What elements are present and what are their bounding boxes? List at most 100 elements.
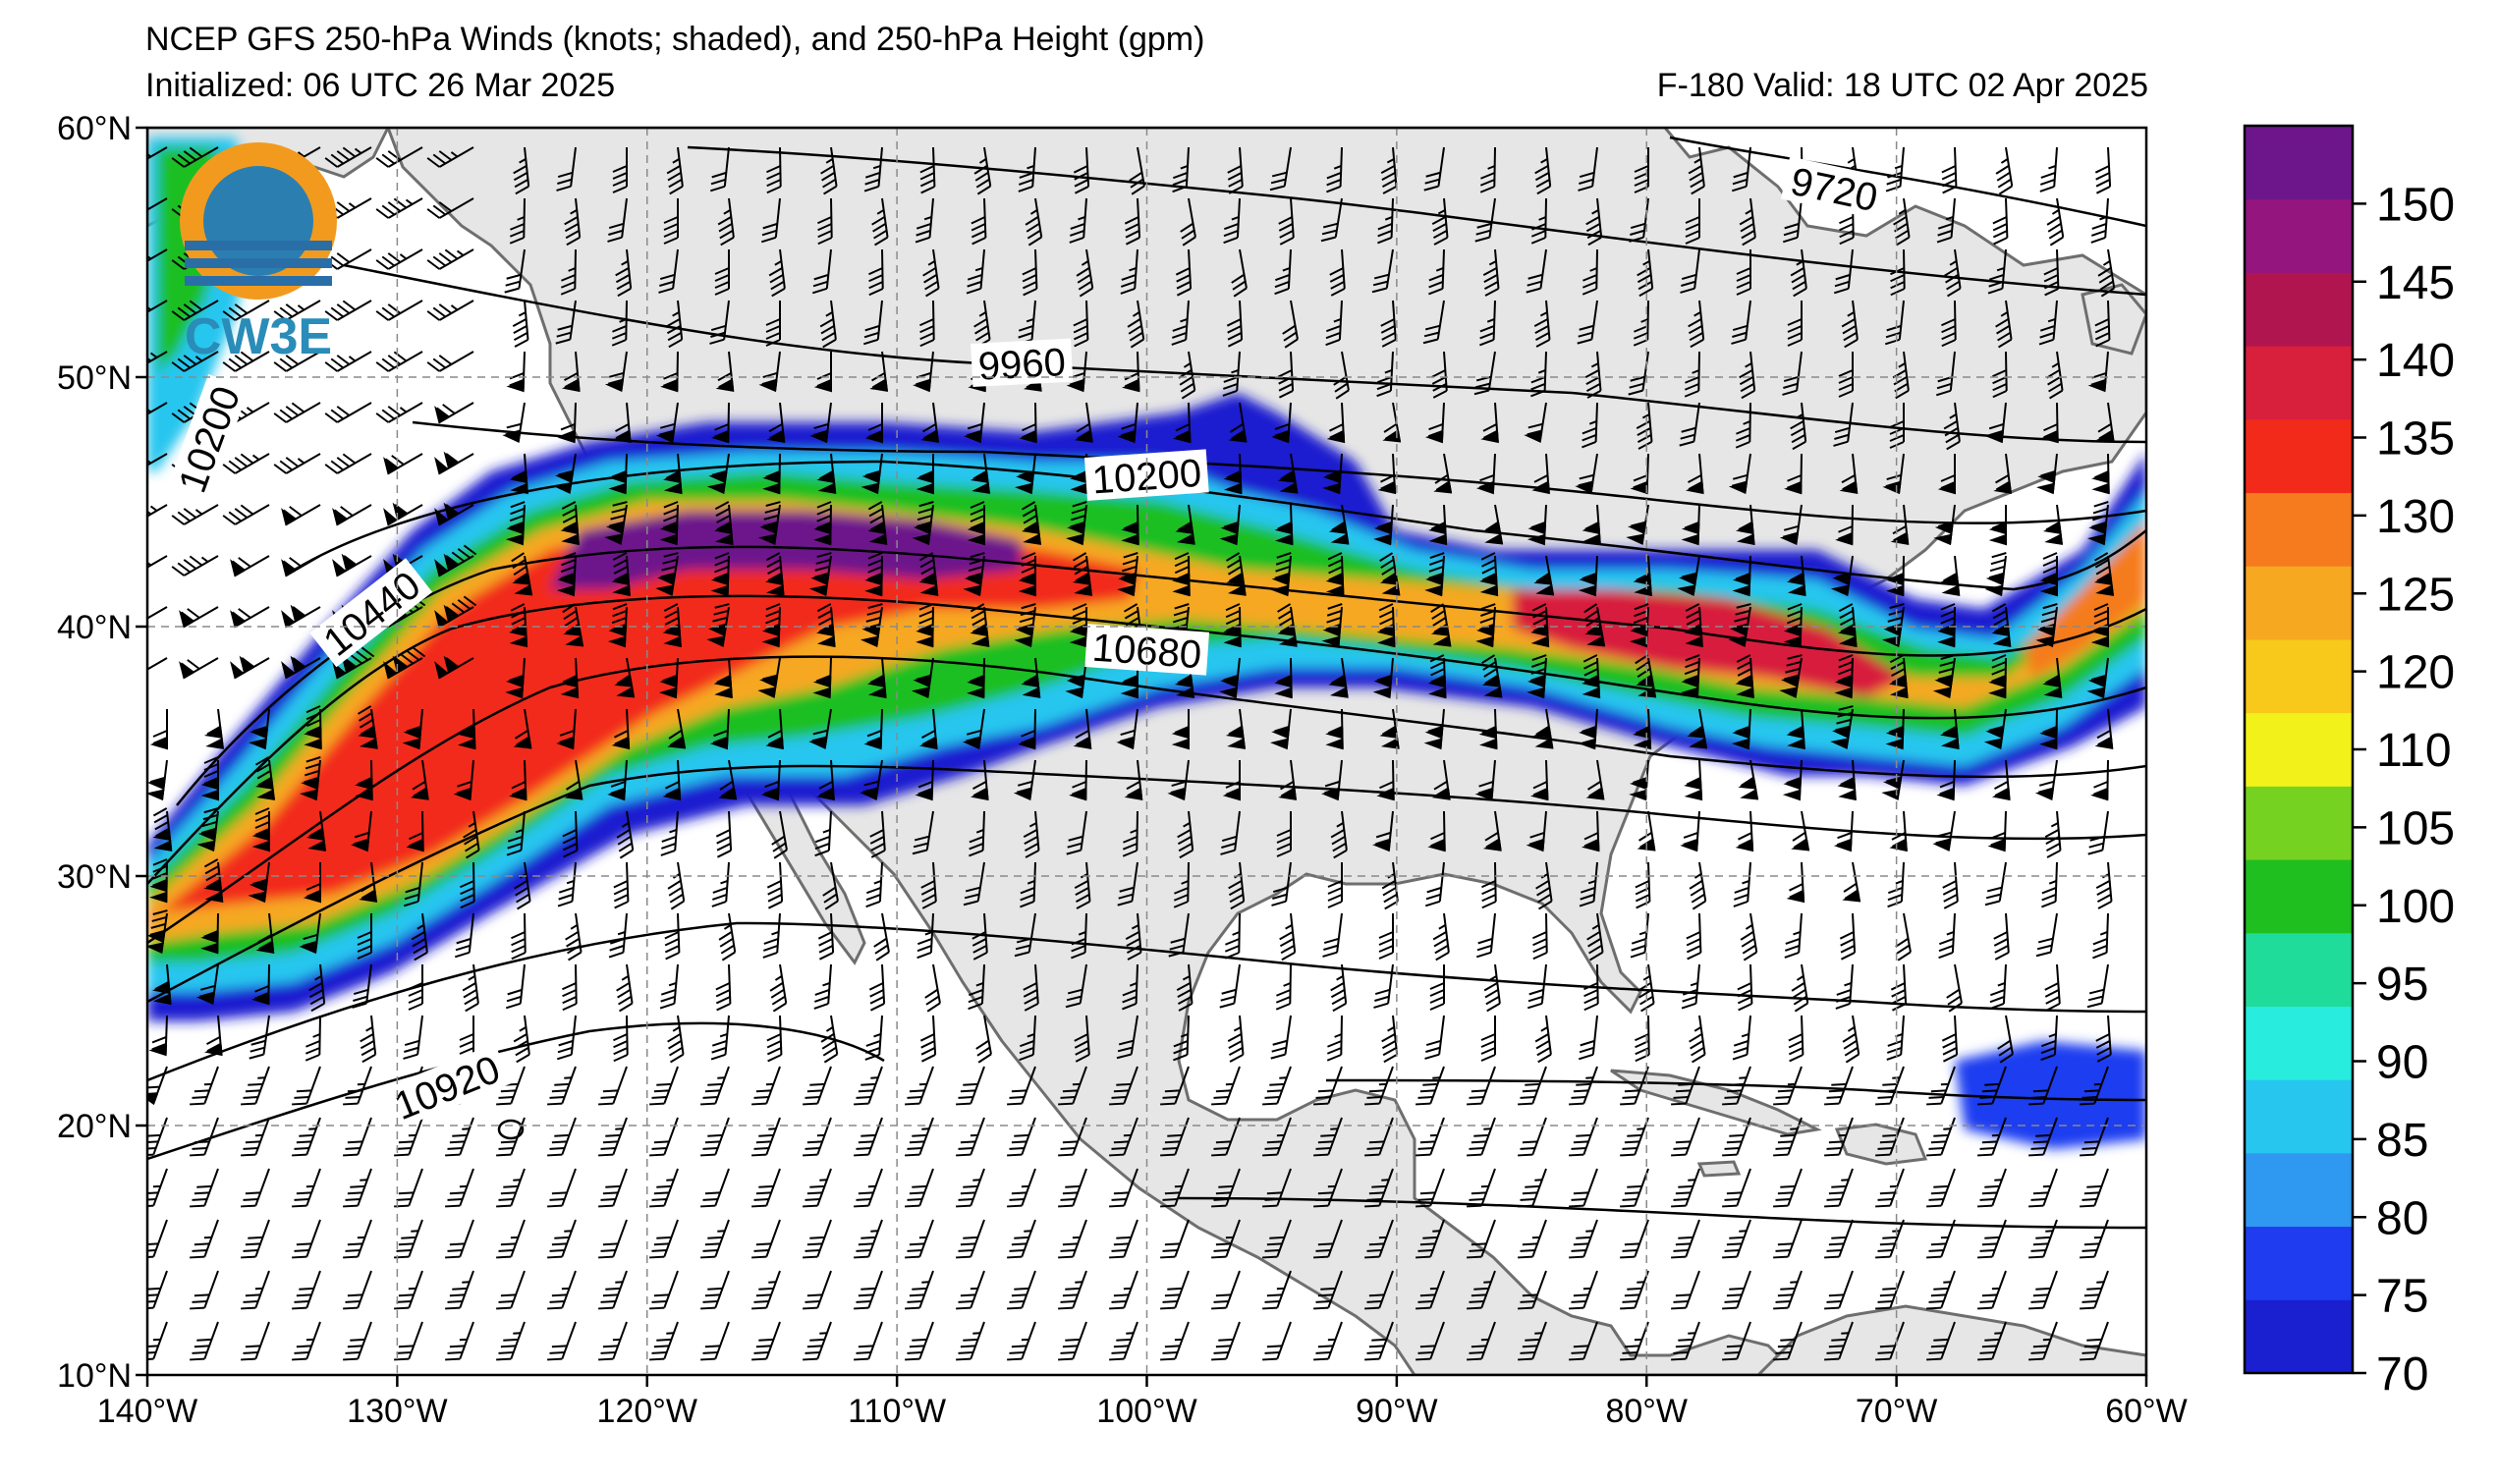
wind-barb xyxy=(1073,146,1090,194)
wind-barb xyxy=(649,1270,679,1310)
wind-barb xyxy=(1160,1066,1190,1106)
wind-barb xyxy=(2039,708,2058,750)
wind-barb xyxy=(905,1066,934,1106)
wind-barb xyxy=(1941,146,1958,194)
wind-barb xyxy=(394,1168,423,1208)
wind-barb xyxy=(190,1270,219,1310)
wind-barb xyxy=(1129,146,1145,195)
wind-barb xyxy=(411,912,428,962)
wind-barb xyxy=(352,963,372,1009)
wind-barb xyxy=(1731,146,1751,192)
wind-barb xyxy=(171,555,219,577)
wind-barb xyxy=(460,861,475,909)
wind-barb xyxy=(1373,504,1394,546)
wind-barb xyxy=(1977,1321,2007,1361)
wind-barb xyxy=(1782,759,1803,801)
wind-barb xyxy=(714,249,730,296)
wind-barb xyxy=(1058,1219,1087,1259)
wind-barb xyxy=(556,146,577,192)
wind-barb xyxy=(1677,555,1700,596)
wind-barb xyxy=(1424,552,1445,597)
wind-barb xyxy=(547,1270,577,1310)
wind-barb xyxy=(598,1219,628,1259)
wind-barb xyxy=(2043,248,2060,297)
wind-barb xyxy=(715,963,732,1012)
contour-10920 xyxy=(147,1021,2146,1161)
wind-barb xyxy=(1531,453,1550,495)
wind-barb xyxy=(666,300,684,349)
wind-barb xyxy=(598,1321,628,1361)
wind-barb xyxy=(971,912,988,961)
wind-barb xyxy=(811,248,832,295)
wind-barb xyxy=(1177,810,1194,859)
wind-barb xyxy=(1219,963,1241,1009)
valid-time: F-180 Valid: 18 UTC 02 Apr 2025 xyxy=(1656,67,2148,104)
wind-barb xyxy=(598,1117,628,1157)
wind-barb xyxy=(332,504,372,526)
wind-barb xyxy=(1423,146,1445,192)
wind-barb xyxy=(505,657,526,699)
wind-barb xyxy=(1786,861,1805,904)
wind-barb xyxy=(249,1015,270,1060)
wind-barb xyxy=(614,657,636,698)
wind-barb xyxy=(760,759,781,801)
wind-barb xyxy=(2028,1066,2058,1106)
wind-barb xyxy=(1569,1117,1598,1157)
colorbar-segment xyxy=(2245,859,2353,934)
wind-barb xyxy=(966,248,985,295)
wind-barb xyxy=(2040,402,2059,444)
wind-barb xyxy=(1833,402,1854,447)
wind-barb xyxy=(1842,861,1861,903)
wind-barb xyxy=(1278,197,1295,246)
wind-barb xyxy=(655,552,679,596)
wind-barb xyxy=(147,504,168,525)
wind-barb xyxy=(2028,1219,2058,1259)
wind-barb xyxy=(751,1321,781,1361)
wind-barb xyxy=(2044,963,2061,1012)
wind-barb xyxy=(1364,1219,1394,1259)
wind-barb xyxy=(1480,1016,1496,1062)
wind-barb xyxy=(1479,300,1496,347)
wind-barb xyxy=(912,810,934,855)
wind-barb xyxy=(1671,1117,1700,1157)
wind-barb xyxy=(864,403,883,444)
wind-barb xyxy=(808,552,832,597)
wind-barb xyxy=(700,1168,730,1208)
wind-barb xyxy=(1787,301,1803,347)
wind-barb xyxy=(1276,811,1292,857)
wind-barb xyxy=(514,861,531,910)
wind-barb xyxy=(956,1321,985,1361)
wind-barb xyxy=(1065,963,1087,1009)
wind-barb xyxy=(956,1117,985,1157)
colorbar-label: 70 xyxy=(2376,1348,2428,1401)
wind-barb xyxy=(496,1270,526,1310)
wind-barb xyxy=(1160,1321,1190,1361)
wind-barb xyxy=(1433,453,1453,494)
lon-tick-label: 110°W xyxy=(848,1393,946,1430)
wind-barb xyxy=(324,146,372,168)
wind-barb xyxy=(426,300,474,321)
wind-barb xyxy=(1722,1066,1751,1106)
wind-barb xyxy=(1936,759,1956,801)
wind-barb xyxy=(1467,1270,1496,1310)
wind-barb xyxy=(803,1066,832,1106)
wind-barb xyxy=(1173,1015,1190,1062)
wind-barb xyxy=(1582,810,1600,852)
wind-barb xyxy=(1427,810,1446,852)
wind-barb xyxy=(964,402,985,444)
wind-barb xyxy=(222,300,270,321)
wind-barb xyxy=(968,963,985,1011)
wind-barb xyxy=(1416,1321,1445,1361)
wind-barb xyxy=(200,912,219,955)
wind-barb xyxy=(343,1168,372,1208)
wind-barb xyxy=(1681,504,1700,546)
wind-barb xyxy=(868,248,884,297)
wind-barb xyxy=(394,1270,423,1310)
wind-barb xyxy=(1223,453,1243,495)
wind-barb xyxy=(1532,912,1548,961)
wind-barb xyxy=(2080,1321,2109,1361)
wind-barb xyxy=(1839,197,1855,246)
colorbar-segment xyxy=(2245,1006,2353,1080)
wind-barb xyxy=(426,197,474,219)
wind-barb xyxy=(1270,1015,1292,1060)
